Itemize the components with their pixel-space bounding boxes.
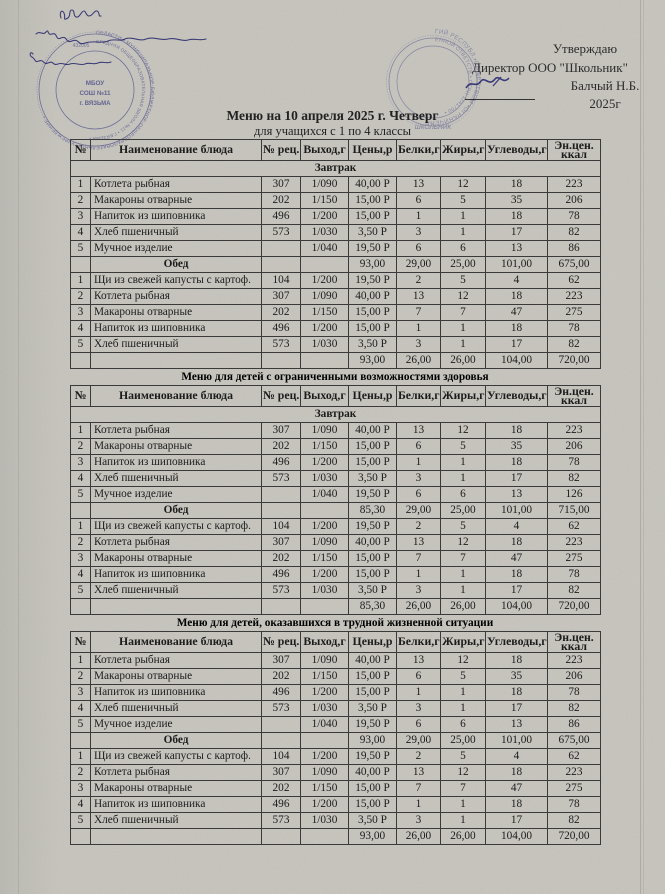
svg-text:432005: 432005 — [73, 43, 90, 49]
svg-text:г. ВЯЗЬМА: г. ВЯЗЬМА — [80, 101, 112, 107]
svg-text:МБОУ: МБОУ — [86, 80, 105, 87]
svg-text:СОШ №11: СОШ №11 — [79, 90, 111, 97]
